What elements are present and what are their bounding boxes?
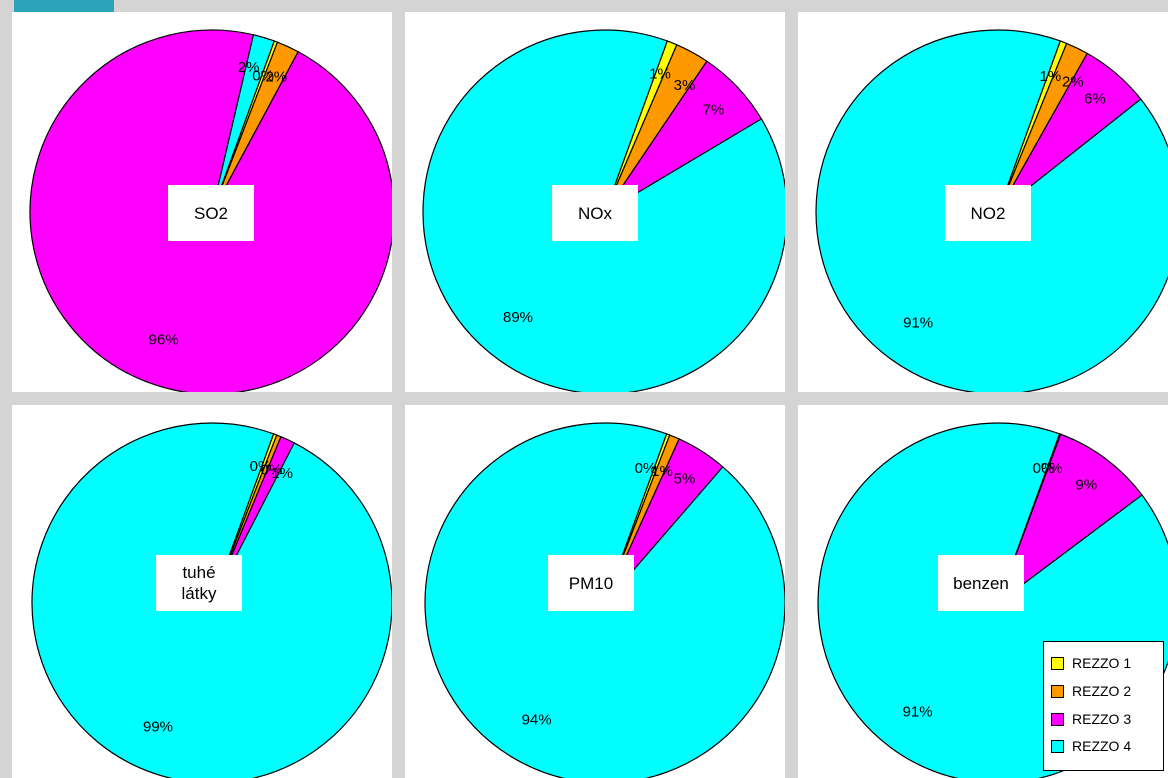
pie-label-rezzo-4: 91% [903,315,933,332]
legend-swatch-rezzo4 [1051,739,1064,753]
pie-panel-3: 1% 2% 6% 91% NO2 [798,12,1168,392]
legend-item-rezzo4: REZZO 4 [1051,737,1131,755]
pie-label-rezzo-2: 1% [651,463,673,480]
pie-label-rezzo-3: 1% [271,465,293,482]
pie-label-rezzo-4: 91% [903,703,933,720]
legend: REZZO 1 REZZO 2 REZZO 3 REZZO 4 [1043,641,1164,771]
pie-label-rezzo-4: 94% [522,711,552,728]
pie-label-rezzo-4: 89% [503,309,533,326]
legend-item-rezzo1: REZZO 1 [1051,654,1131,672]
pie-label-rezzo-1: 0% [635,460,657,477]
legend-label-rezzo1: REZZO 1 [1072,655,1132,671]
pie-title: NO2 [945,185,1031,241]
pie-title: benzen [938,555,1024,611]
pie-label-rezzo-1: 0% [250,458,272,475]
pie-label-rezzo-1: 0% [252,68,274,85]
pie-label-rezzo-2: 0% [261,461,283,478]
pie-panel-5: 0% 1% 5% 94% PM10 [405,405,785,778]
pie-label-rezzo-2: 2% [265,68,287,85]
legend-item-rezzo2: REZZO 2 [1051,682,1131,700]
legend-swatch-rezzo3 [1051,712,1064,726]
pie-label-rezzo-3: 6% [1084,91,1106,108]
legend-swatch-rezzo2 [1051,684,1064,698]
pie-label-rezzo-3: 9% [1075,477,1097,494]
legend-label-rezzo3: REZZO 3 [1072,711,1132,727]
pie-label-rezzo-2: 2% [1062,74,1084,91]
legend-label-rezzo2: REZZO 2 [1072,683,1132,699]
pie-panel-2: 1% 3% 7% 89% NOx [405,12,785,392]
pie-title: tuhé látky [156,555,242,611]
pie-label-rezzo-4: 99% [143,719,173,736]
pie-label-rezzo-1: 1% [1040,68,1062,85]
pie-label-rezzo-2: 0% [1041,460,1063,477]
pie-title: PM10 [548,555,634,611]
pie-panel-4: 0% 0% 1% 99% tuhé látky [12,405,392,778]
pie-title: NOx [552,185,638,241]
top-tab-strip [14,0,114,12]
pie-title: SO2 [168,185,254,241]
pie-panel-1: 0% 2% 96% 2% SO2 [12,12,392,392]
pie-label-rezzo-2: 3% [674,77,696,94]
legend-label-rezzo4: REZZO 4 [1072,738,1132,754]
pie-label-rezzo-1: 1% [649,65,671,82]
legend-swatch-rezzo1 [1051,656,1064,670]
legend-item-rezzo3: REZZO 3 [1051,710,1131,728]
pie-label-rezzo-1: 0% [1033,460,1055,477]
pie-label-rezzo-3: 96% [149,332,179,349]
pie-label-rezzo-3: 5% [674,471,696,488]
pie-slice-rezzo-4 [211,34,276,213]
pie-slice-rezzo-3 [996,433,1143,605]
pie-label-rezzo-4: 2% [238,59,260,76]
pie-label-rezzo-3: 7% [703,102,725,119]
